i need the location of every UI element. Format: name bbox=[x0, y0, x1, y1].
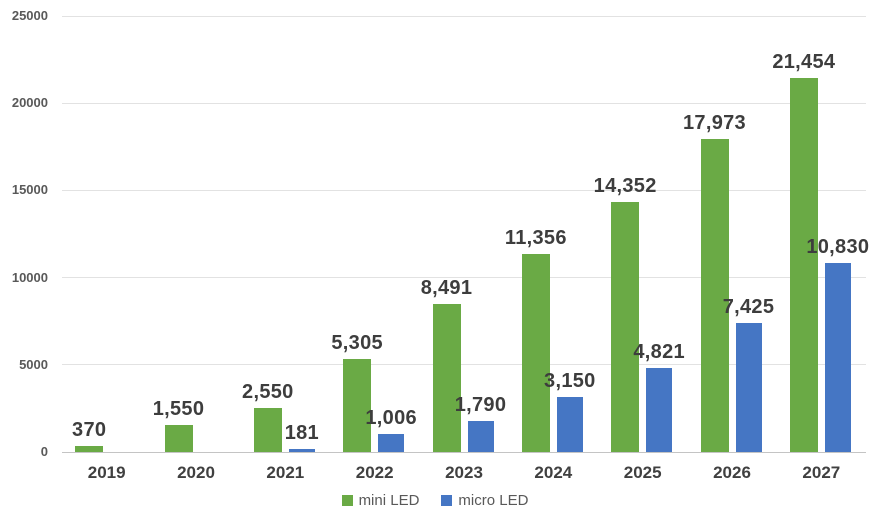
x-axis-tick-label-2022: 2022 bbox=[355, 463, 394, 482]
bar-micro-led-2024 bbox=[556, 397, 583, 452]
legend-label-mini-led: mini LED bbox=[358, 492, 420, 509]
value-label-mini-led-2019: 370 bbox=[72, 418, 107, 441]
value-label-mini-led-2020: 1,550 bbox=[152, 397, 205, 420]
value-label-mini-led-2021: 2,550 bbox=[242, 380, 294, 403]
x-axis-tick-label-2024: 2024 bbox=[534, 463, 573, 482]
gridline-15000 bbox=[62, 189, 866, 191]
mini-led-swatch-icon bbox=[341, 495, 353, 506]
bar-micro-led-2027 bbox=[824, 263, 851, 452]
value-label-micro-led-2026: 7,425 bbox=[722, 295, 775, 318]
x-axis-tick-label-2023: 2023 bbox=[445, 463, 483, 482]
bar-mini-led-2019 bbox=[75, 445, 104, 452]
legend-label-micro-led: micro LED bbox=[458, 492, 529, 509]
y-axis-tick-label: 15000 bbox=[11, 182, 48, 198]
x-axis-tick-label-2025: 2025 bbox=[623, 463, 662, 482]
y-axis-tick-label: 20000 bbox=[11, 95, 48, 111]
gridline-0 bbox=[62, 451, 866, 453]
gridline-5000 bbox=[62, 364, 866, 366]
bar-mini-led-2020 bbox=[164, 424, 193, 452]
bar-mini-led-2022 bbox=[343, 359, 372, 452]
x-axis-tick-label-2027: 2027 bbox=[802, 463, 841, 482]
value-label-mini-led-2027: 21,454 bbox=[772, 50, 836, 73]
bar-mini-led-2025 bbox=[611, 201, 640, 452]
value-label-micro-led-2025: 4,821 bbox=[633, 340, 685, 363]
value-label-micro-led-2024: 3,150 bbox=[544, 370, 596, 393]
value-label-mini-led-2022: 5,305 bbox=[331, 332, 383, 355]
x-axis-tick-label-2021: 2021 bbox=[266, 463, 305, 482]
x-axis-tick-label-2020: 2020 bbox=[177, 463, 215, 482]
value-label-micro-led-2023: 1,790 bbox=[454, 393, 507, 416]
bar-mini-led-2021 bbox=[253, 407, 282, 452]
value-label-micro-led-2027: 10,830 bbox=[806, 236, 870, 259]
bar-micro-led-2021 bbox=[288, 448, 315, 452]
bar-mini-led-2026 bbox=[700, 138, 729, 452]
bar-mini-led-2027 bbox=[789, 77, 818, 452]
bar-micro-led-2026 bbox=[735, 322, 762, 452]
bar-mini-led-2023 bbox=[432, 303, 461, 452]
value-label-mini-led-2023: 8,491 bbox=[420, 276, 473, 299]
micro-led-swatch-icon bbox=[441, 495, 453, 506]
value-label-mini-led-2024: 11,356 bbox=[504, 226, 567, 249]
gridline-25000 bbox=[62, 15, 866, 17]
bar-micro-led-2022 bbox=[378, 434, 405, 452]
value-label-micro-led-2021: 181 bbox=[284, 421, 319, 444]
bar-micro-led-2025 bbox=[646, 367, 673, 452]
bar-mini-led-2024 bbox=[521, 253, 550, 452]
legend-item-mini-led: mini LED bbox=[341, 492, 420, 509]
gridline-20000 bbox=[62, 102, 866, 104]
x-axis-tick-label-2019: 2019 bbox=[87, 463, 126, 482]
y-axis-tick-label: 5000 bbox=[19, 356, 48, 372]
y-axis-tick-label: 25000 bbox=[11, 8, 48, 23]
y-axis-tick-label: 10000 bbox=[11, 269, 48, 285]
legend-item-micro-led: micro LED bbox=[441, 492, 528, 509]
x-axis-tick-label-2026: 2026 bbox=[713, 463, 751, 482]
legend: mini LED micro LED bbox=[0, 492, 870, 509]
value-label-mini-led-2026: 17,973 bbox=[683, 111, 746, 134]
y-axis-tick-label: 0 bbox=[40, 444, 48, 459]
bar-micro-led-2023 bbox=[467, 420, 494, 452]
value-label-micro-led-2022: 1,006 bbox=[365, 407, 417, 430]
gridline-10000 bbox=[62, 277, 866, 279]
value-label-mini-led-2025: 14,352 bbox=[593, 174, 657, 197]
